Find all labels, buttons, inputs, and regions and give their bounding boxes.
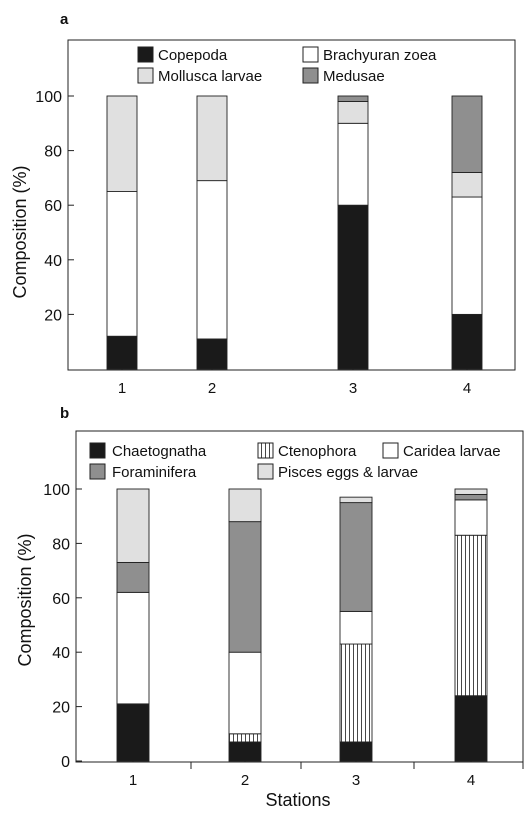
bar-segment-station-1-caridea-larvae <box>116 591 150 705</box>
panel-a-y-ticks: 20 40 60 80 100 <box>35 89 74 324</box>
panel-a-y-axis-label: Composition (%) <box>10 165 30 298</box>
legend-swatch-ctenophora <box>257 442 274 459</box>
bar-segment-station-2-ctenophora <box>228 733 262 743</box>
y-tick-label-80: 80 <box>44 144 62 161</box>
bar-segment-station-3-brachyuran-zoea <box>337 122 369 206</box>
panel-a-x-ticks: 1 2 3 4 <box>118 366 471 397</box>
bar-segment-station-2-pisces-eggs-larvae <box>228 488 262 523</box>
legend-label-mollusca-larvae: Mollusca larvae <box>158 68 262 85</box>
panel-a-bars <box>106 95 483 370</box>
legend-label-chaetognatha: Chaetognatha <box>112 443 207 460</box>
legend-swatch-foraminifera <box>89 463 106 480</box>
legend-label-ctenophora: Ctenophora <box>278 443 357 460</box>
bar-segment-station-4-pisces-eggs-larvae <box>454 488 488 495</box>
bar-segment-station-1-brachyuran-zoea <box>106 191 138 337</box>
bar-segment-station-4-ctenophora <box>454 534 488 697</box>
panel-b-label: b <box>60 405 69 422</box>
y-tick-label-20: 20 <box>44 307 62 324</box>
bar-segment-station-3-caridea-larvae <box>339 610 373 645</box>
legend-swatch-copepoda <box>137 46 154 63</box>
bar-segment-station-3-pisces-eggs-larvae <box>339 496 373 504</box>
x-tick-label-1: 1 <box>129 772 137 789</box>
bar-segment-station-4-caridea-larvae <box>454 499 488 536</box>
bar-segment-station-3-copepoda <box>337 204 369 370</box>
legend-swatch-pisces-eggs-larvae <box>257 463 274 480</box>
y-tick-label-60: 60 <box>52 591 70 608</box>
panel-b-bars <box>116 488 488 762</box>
panel-a: a Composition (%) 20 40 60 80 100 1 2 3 4 Copep… <box>10 11 516 397</box>
y-tick-label-0: 0 <box>61 754 70 771</box>
bar-segment-station-3-medusae <box>337 95 369 102</box>
legend-label-medusae: Medusae <box>323 68 385 85</box>
bar-segment-station-1-foraminifera <box>116 561 150 593</box>
y-tick-label-40: 40 <box>52 645 70 662</box>
bar-segment-station-4-copepoda <box>451 313 483 370</box>
bar-segment-station-4-mollusca-larvae <box>451 171 483 198</box>
legend-label-brachyuran-zoea: Brachyuran zoea <box>323 47 437 64</box>
legend-label-caridea-larvae: Caridea larvae <box>403 443 501 460</box>
bar-segment-station-1-mollusca-larvae <box>106 95 138 193</box>
legend-swatch-medusae <box>302 67 319 84</box>
legend-swatch-brachyuran-zoea <box>302 46 319 63</box>
bar-segment-station-1-pisces-eggs-larvae <box>116 488 150 563</box>
bar-segment-station-1-chaetognatha <box>116 703 150 762</box>
bar-segment-station-2-brachyuran-zoea <box>196 180 228 340</box>
y-tick-label-100: 100 <box>43 482 70 499</box>
panel-a-legend: Copepoda Brachyuran zoea Mollusca larvae… <box>137 46 437 85</box>
bar-segment-station-2-mollusca-larvae <box>196 95 228 182</box>
bar-segment-station-3-chaetognatha <box>339 741 373 762</box>
bar-segment-station-4-foraminifera <box>454 493 488 501</box>
bar-segment-station-4-brachyuran-zoea <box>451 196 483 315</box>
bar-segment-station-1-copepoda <box>106 335 138 370</box>
bar-segment-station-4-chaetognatha <box>454 695 488 762</box>
y-tick-label-60: 60 <box>44 198 62 215</box>
x-tick-label-1: 1 <box>118 380 126 397</box>
panel-a-label: a <box>60 11 69 28</box>
panel-b-plot-frame <box>75 430 524 763</box>
x-tick-label-2: 2 <box>241 772 249 789</box>
legend-swatch-chaetognatha <box>89 442 106 459</box>
legend-label-foraminifera: Foraminifera <box>112 464 197 481</box>
y-tick-label-80: 80 <box>52 536 70 553</box>
x-tick-label-2: 2 <box>208 380 216 397</box>
panel-b-y-axis-label: Composition (%) <box>15 533 35 666</box>
panel-b-x-ticks: 1 2 3 4 <box>129 758 524 789</box>
y-tick-label-100: 100 <box>35 89 62 106</box>
legend-label-copepoda: Copepoda <box>158 47 228 64</box>
x-tick-label-3: 3 <box>352 772 360 789</box>
bar-segment-station-2-caridea-larvae <box>228 651 262 735</box>
bar-segment-station-2-foraminifera <box>228 521 262 653</box>
y-tick-label-40: 40 <box>44 253 62 270</box>
bar-segment-station-3-foraminifera <box>339 502 373 612</box>
legend-swatch-mollusca-larvae <box>137 67 154 84</box>
bar-segment-station-2-copepoda <box>196 338 228 370</box>
panel-b: b Composition (%) Stations 020406080100 … <box>15 405 524 810</box>
panel-b-legend: Chaetognatha Ctenophora Caridea larvae F… <box>89 442 501 481</box>
y-tick-label-20: 20 <box>52 700 70 717</box>
legend-swatch-caridea-larvae <box>382 442 399 459</box>
panel-b-y-ticks: 0 20 40 60 80 100 <box>43 482 82 771</box>
bar-segment-station-3-ctenophora <box>339 643 373 743</box>
bar-segment-station-3-mollusca-larvae <box>337 101 369 124</box>
panel-b-x-axis-label: Stations <box>265 790 330 810</box>
x-tick-label-4: 4 <box>463 380 471 397</box>
bar-segment-station-2-chaetognatha <box>228 741 262 762</box>
bar-segment-station-4-medusae <box>451 95 483 173</box>
x-tick-label-3: 3 <box>349 380 357 397</box>
legend-label-pisces-eggs-larvae: Pisces eggs & larvae <box>278 464 418 481</box>
x-tick-label-4: 4 <box>467 772 475 789</box>
